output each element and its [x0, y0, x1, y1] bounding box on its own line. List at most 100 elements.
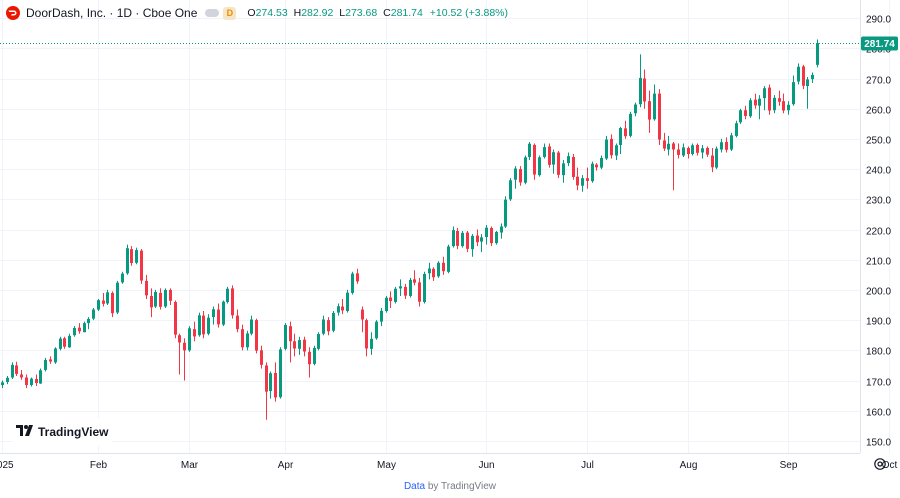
candle	[78, 323, 81, 334]
candle-body	[677, 149, 680, 155]
y-tick-label: 250.0	[866, 136, 891, 147]
candle	[130, 246, 133, 266]
candle-body	[341, 306, 344, 311]
candle-body	[159, 292, 162, 307]
candle-body	[198, 315, 201, 336]
candle-body	[514, 168, 517, 180]
candle-body	[121, 273, 124, 283]
candle-body	[428, 268, 431, 274]
candle	[6, 375, 9, 385]
candle-body	[696, 144, 699, 153]
candle	[806, 77, 809, 109]
candle-body	[193, 329, 196, 337]
candle	[538, 155, 541, 177]
candle-body	[106, 292, 109, 304]
candle	[236, 309, 239, 333]
candle	[150, 288, 153, 318]
candle	[754, 93, 757, 109]
candle-body	[581, 178, 584, 186]
last-price-label: 281.74	[864, 39, 895, 50]
data-link[interactable]: Data	[403, 481, 426, 492]
candle	[265, 362, 268, 420]
candle	[92, 308, 95, 321]
candle-body	[39, 370, 42, 384]
symbol-title[interactable]: DoorDash, Inc. · 1D · Cboe One	[26, 6, 198, 20]
candle-body	[255, 320, 258, 351]
candle	[663, 132, 666, 151]
tradingview-logo[interactable]: TradingView	[8, 418, 117, 446]
candle	[260, 345, 263, 369]
candle-body	[548, 146, 551, 165]
grid-lines	[0, 0, 890, 453]
candle	[715, 146, 718, 170]
y-tick-label: 240.0	[866, 166, 891, 177]
candle	[514, 166, 517, 189]
candle	[500, 223, 503, 239]
candle	[293, 333, 296, 357]
candle	[279, 347, 282, 399]
candle	[303, 336, 306, 357]
candle	[792, 75, 795, 106]
candle	[735, 120, 738, 138]
candle-body	[380, 310, 383, 322]
candle	[226, 286, 229, 304]
candle	[528, 141, 531, 161]
interval-badge: D	[223, 6, 237, 20]
candle	[183, 338, 186, 381]
candle-body	[792, 82, 795, 105]
candle-body	[543, 147, 546, 158]
candle-body	[576, 176, 579, 186]
candle	[102, 292, 105, 307]
candle-body	[92, 309, 95, 319]
candle	[351, 271, 354, 295]
ohlc-open-key: O	[247, 7, 256, 19]
candle-body	[188, 328, 191, 351]
y-tick-label: 150.0	[866, 438, 891, 449]
candle-body	[25, 377, 28, 386]
candle-body	[63, 338, 66, 347]
candle	[758, 95, 761, 120]
candle-body	[447, 246, 450, 272]
candle	[687, 146, 690, 159]
ohlc-close-key: C	[383, 7, 391, 19]
candle	[423, 271, 426, 304]
gear-icon[interactable]	[873, 457, 887, 471]
candle-body	[562, 163, 565, 176]
candle-body	[471, 235, 474, 250]
candle-body	[509, 180, 512, 200]
status-dot-icon	[205, 9, 220, 17]
ohlc-open-value: 274.53	[255, 7, 288, 19]
candle-body	[212, 309, 215, 318]
candle	[140, 249, 143, 284]
candle-body	[456, 231, 459, 246]
candle-body	[389, 297, 392, 302]
candle	[370, 332, 373, 355]
candle-body	[169, 289, 172, 301]
candle-body	[6, 377, 9, 383]
market-status-badge[interactable]: D	[205, 6, 237, 20]
candle-body	[663, 140, 666, 149]
candle-body	[797, 66, 800, 82]
candle	[586, 167, 589, 189]
candle	[399, 279, 402, 296]
candle-body	[413, 279, 416, 283]
candle	[552, 149, 555, 174]
candle	[15, 361, 18, 376]
candle	[380, 308, 383, 327]
candle	[289, 321, 292, 363]
candle	[308, 347, 311, 378]
candle	[432, 267, 435, 281]
candle	[720, 138, 723, 153]
candle	[409, 277, 412, 298]
candle	[87, 317, 90, 330]
candle-body	[480, 237, 483, 242]
candle-body	[658, 93, 661, 140]
candle	[456, 228, 459, 250]
x-tick-label: Mar	[181, 460, 199, 471]
candle	[255, 318, 258, 354]
candle	[471, 234, 474, 257]
candle	[241, 324, 244, 351]
candle-body	[126, 248, 129, 274]
candle-body	[265, 365, 268, 392]
